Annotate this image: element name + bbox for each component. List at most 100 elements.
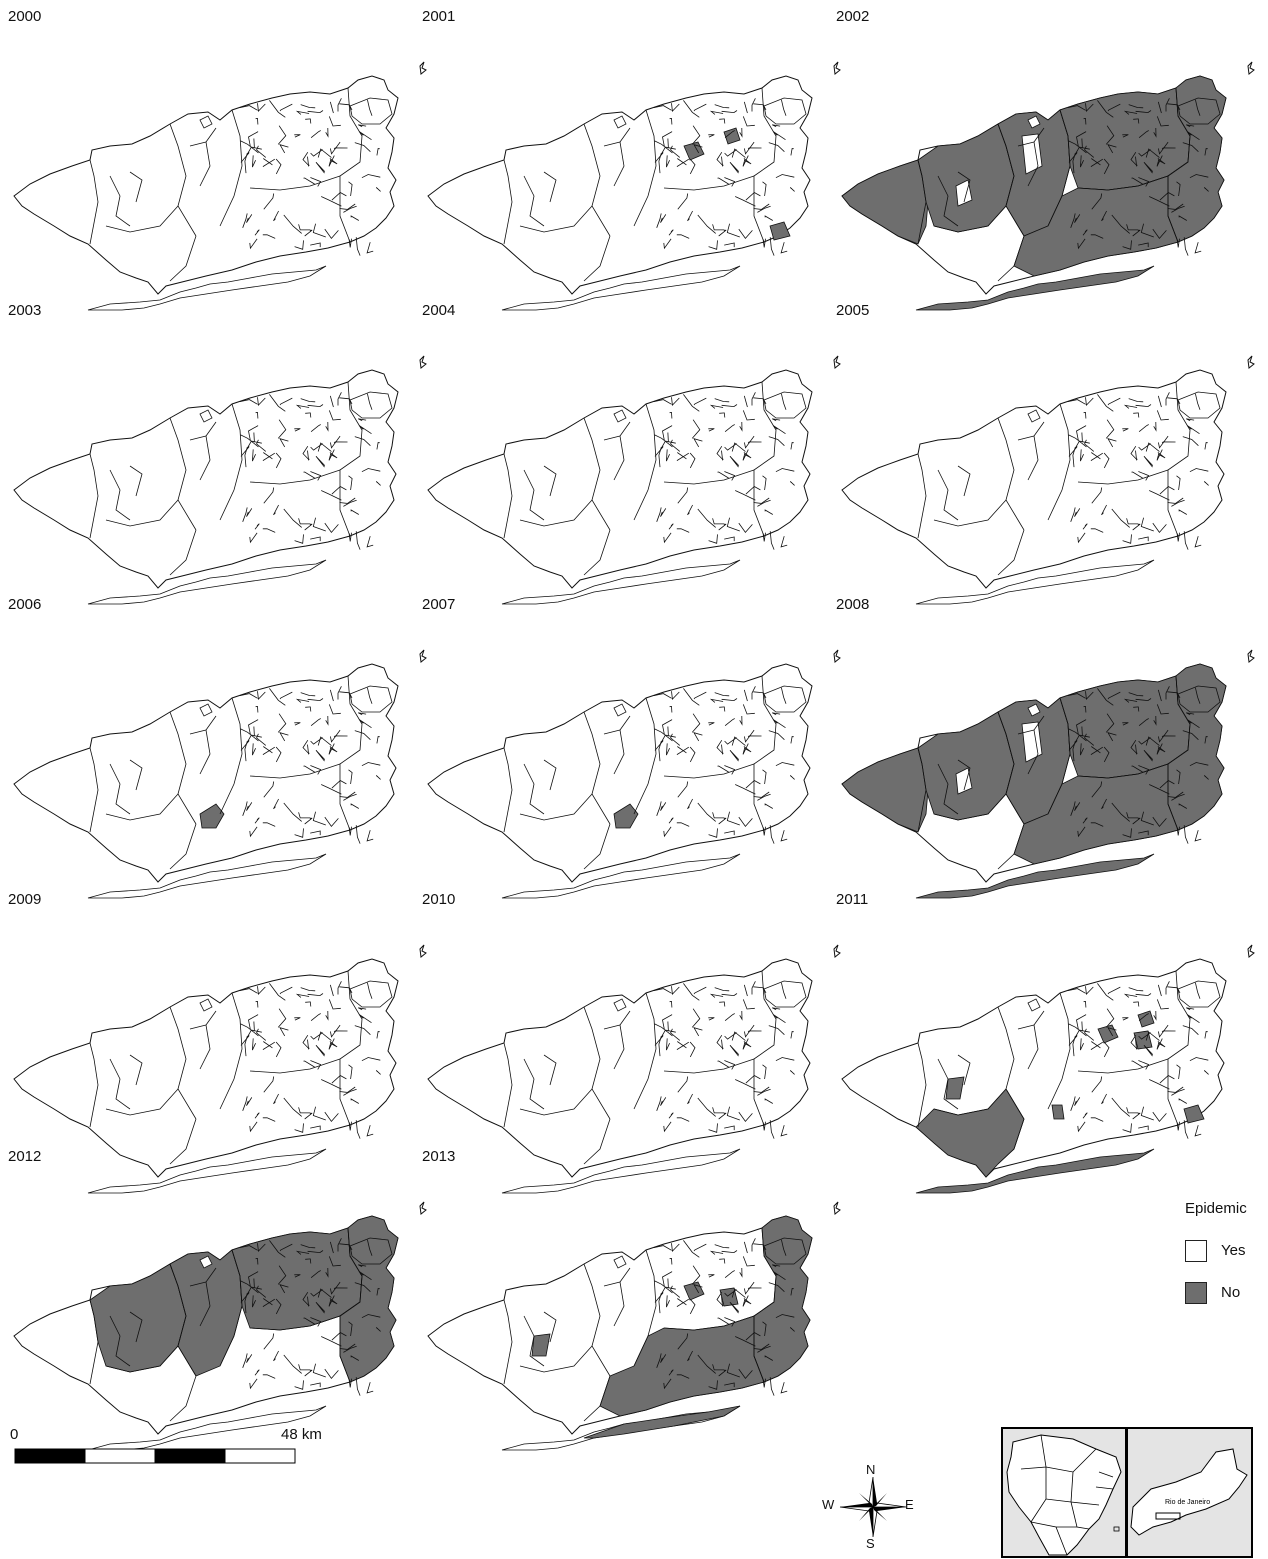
- coastal-strip: [87, 559, 327, 605]
- municipality-boundary: [663, 532, 672, 544]
- municipality-boundary: [358, 712, 367, 716]
- municipality-boundary: [244, 153, 248, 174]
- municipality-boundary: [917, 747, 927, 833]
- municipality-boundary: [693, 1284, 703, 1294]
- municipality-boundary: [253, 1278, 255, 1289]
- municipality-boundary: [669, 1001, 673, 1008]
- municipality-boundary: [1126, 224, 1139, 231]
- municipality-boundary: [724, 1125, 735, 1131]
- municipality-boundary: [1068, 1035, 1078, 1046]
- municipality-boundary: [361, 1314, 381, 1319]
- municipality-boundary: [1107, 732, 1117, 742]
- municipality-boundary: [1133, 118, 1140, 124]
- municipality-boundary: [324, 228, 339, 240]
- coastal-strip-no: [915, 265, 1155, 311]
- municipality-boundary: [753, 103, 767, 111]
- municipality-boundary: [109, 469, 131, 521]
- municipality-boundary: [109, 175, 131, 227]
- municipality-outline: [427, 369, 813, 589]
- municipality-boundary: [654, 1035, 664, 1046]
- municipality-boundary: [789, 775, 795, 780]
- municipality-boundary: [1111, 1097, 1130, 1117]
- municipality-boundary: [1072, 153, 1076, 174]
- municipality-boundary: [781, 99, 787, 116]
- municipality-boundary: [1195, 687, 1201, 704]
- municipality-boundary: [300, 104, 316, 109]
- municipality-boundary: [1204, 442, 1208, 450]
- municipality-boundary: [1186, 425, 1200, 435]
- map-year-label: 2002: [836, 8, 870, 25]
- municipality-boundary: [1158, 1024, 1169, 1038]
- municipality-boundary: [328, 410, 341, 421]
- municipality-boundary: [753, 691, 767, 699]
- municipality-boundary: [718, 1369, 727, 1377]
- municipality-boundary: [653, 693, 672, 699]
- municipality-boundary: [253, 726, 255, 737]
- municipality-boundary: [519, 793, 593, 821]
- municipality-boundary: [1033, 715, 1045, 731]
- municipality-boundary: [1194, 1125, 1202, 1137]
- municipality-boundary: [667, 1021, 669, 1032]
- map-year-label: 2004: [422, 302, 456, 319]
- municipality-boundary: [348, 1121, 352, 1131]
- municipality-boundary: [1082, 523, 1088, 530]
- municipality-boundary: [633, 1249, 657, 1367]
- municipality-boundary: [775, 174, 795, 179]
- municipality-boundary: [753, 1086, 770, 1093]
- municipality-boundary: [654, 728, 673, 742]
- municipality-boundary: [1182, 142, 1199, 152]
- municipality-boundary: [769, 1377, 775, 1396]
- legend-label-yes: Yes: [1221, 1242, 1246, 1259]
- municipality-boundary: [239, 693, 258, 699]
- municipality-boundary: [219, 1249, 243, 1367]
- choropleth-map-2008: [841, 649, 1255, 899]
- municipality-boundary: [1126, 812, 1139, 819]
- municipality-boundary: [256, 439, 267, 452]
- municipality-boundary: [1128, 987, 1144, 992]
- municipality-boundary: [310, 830, 321, 836]
- municipality-boundary: [753, 1243, 767, 1251]
- municipality-boundary: [769, 1120, 775, 1139]
- municipality-boundary: [1153, 1010, 1157, 1021]
- municipality-boundary: [717, 177, 729, 185]
- municipality-boundary: [735, 490, 756, 501]
- municipality-boundary: [324, 816, 339, 828]
- municipality-boundary: [724, 718, 735, 727]
- municipality-boundary: [1135, 744, 1138, 755]
- municipality-boundary: [1107, 986, 1121, 995]
- municipality-boundary: [693, 438, 703, 448]
- municipality-boundary: [248, 1271, 259, 1287]
- coastal-strip-no: [915, 853, 1155, 899]
- municipality-boundary: [583, 711, 611, 825]
- municipality-boundary: [753, 497, 770, 504]
- municipality-boundary: [745, 486, 761, 495]
- municipality-boundary: [1138, 424, 1149, 433]
- municipality-boundary: [298, 224, 311, 231]
- municipality-boundary: [337, 98, 342, 112]
- municipality-boundary: [519, 1088, 593, 1116]
- municipality-boundary: [603, 1024, 625, 1070]
- municipality-boundary: [305, 1258, 312, 1264]
- municipality-boundary: [1047, 403, 1071, 521]
- municipality-boundary: [633, 109, 657, 227]
- municipality-boundary: [1204, 148, 1208, 156]
- municipality-boundary: [240, 140, 259, 154]
- legend-title: Epidemic: [1185, 1200, 1247, 1217]
- municipality-boundary: [1122, 134, 1129, 138]
- municipality-boundary: [305, 706, 312, 712]
- municipality-boundary: [676, 746, 690, 755]
- lagoon: [199, 115, 213, 129]
- municipality-boundary: [240, 152, 250, 163]
- municipality-boundary: [300, 692, 316, 697]
- municipality-boundary: [957, 1054, 971, 1086]
- municipality-boundary: [735, 196, 756, 207]
- municipality-outline: [13, 663, 399, 883]
- municipality-boundary: [708, 722, 715, 726]
- municipality-boundary: [1176, 1121, 1180, 1131]
- municipality-boundary: [89, 159, 99, 245]
- municipality-boundary: [742, 1295, 749, 1307]
- municipality-boundary: [307, 1039, 310, 1050]
- municipality-boundary: [1017, 1024, 1039, 1070]
- choropleth-map-2005: [841, 355, 1255, 605]
- municipality-boundary: [654, 740, 664, 751]
